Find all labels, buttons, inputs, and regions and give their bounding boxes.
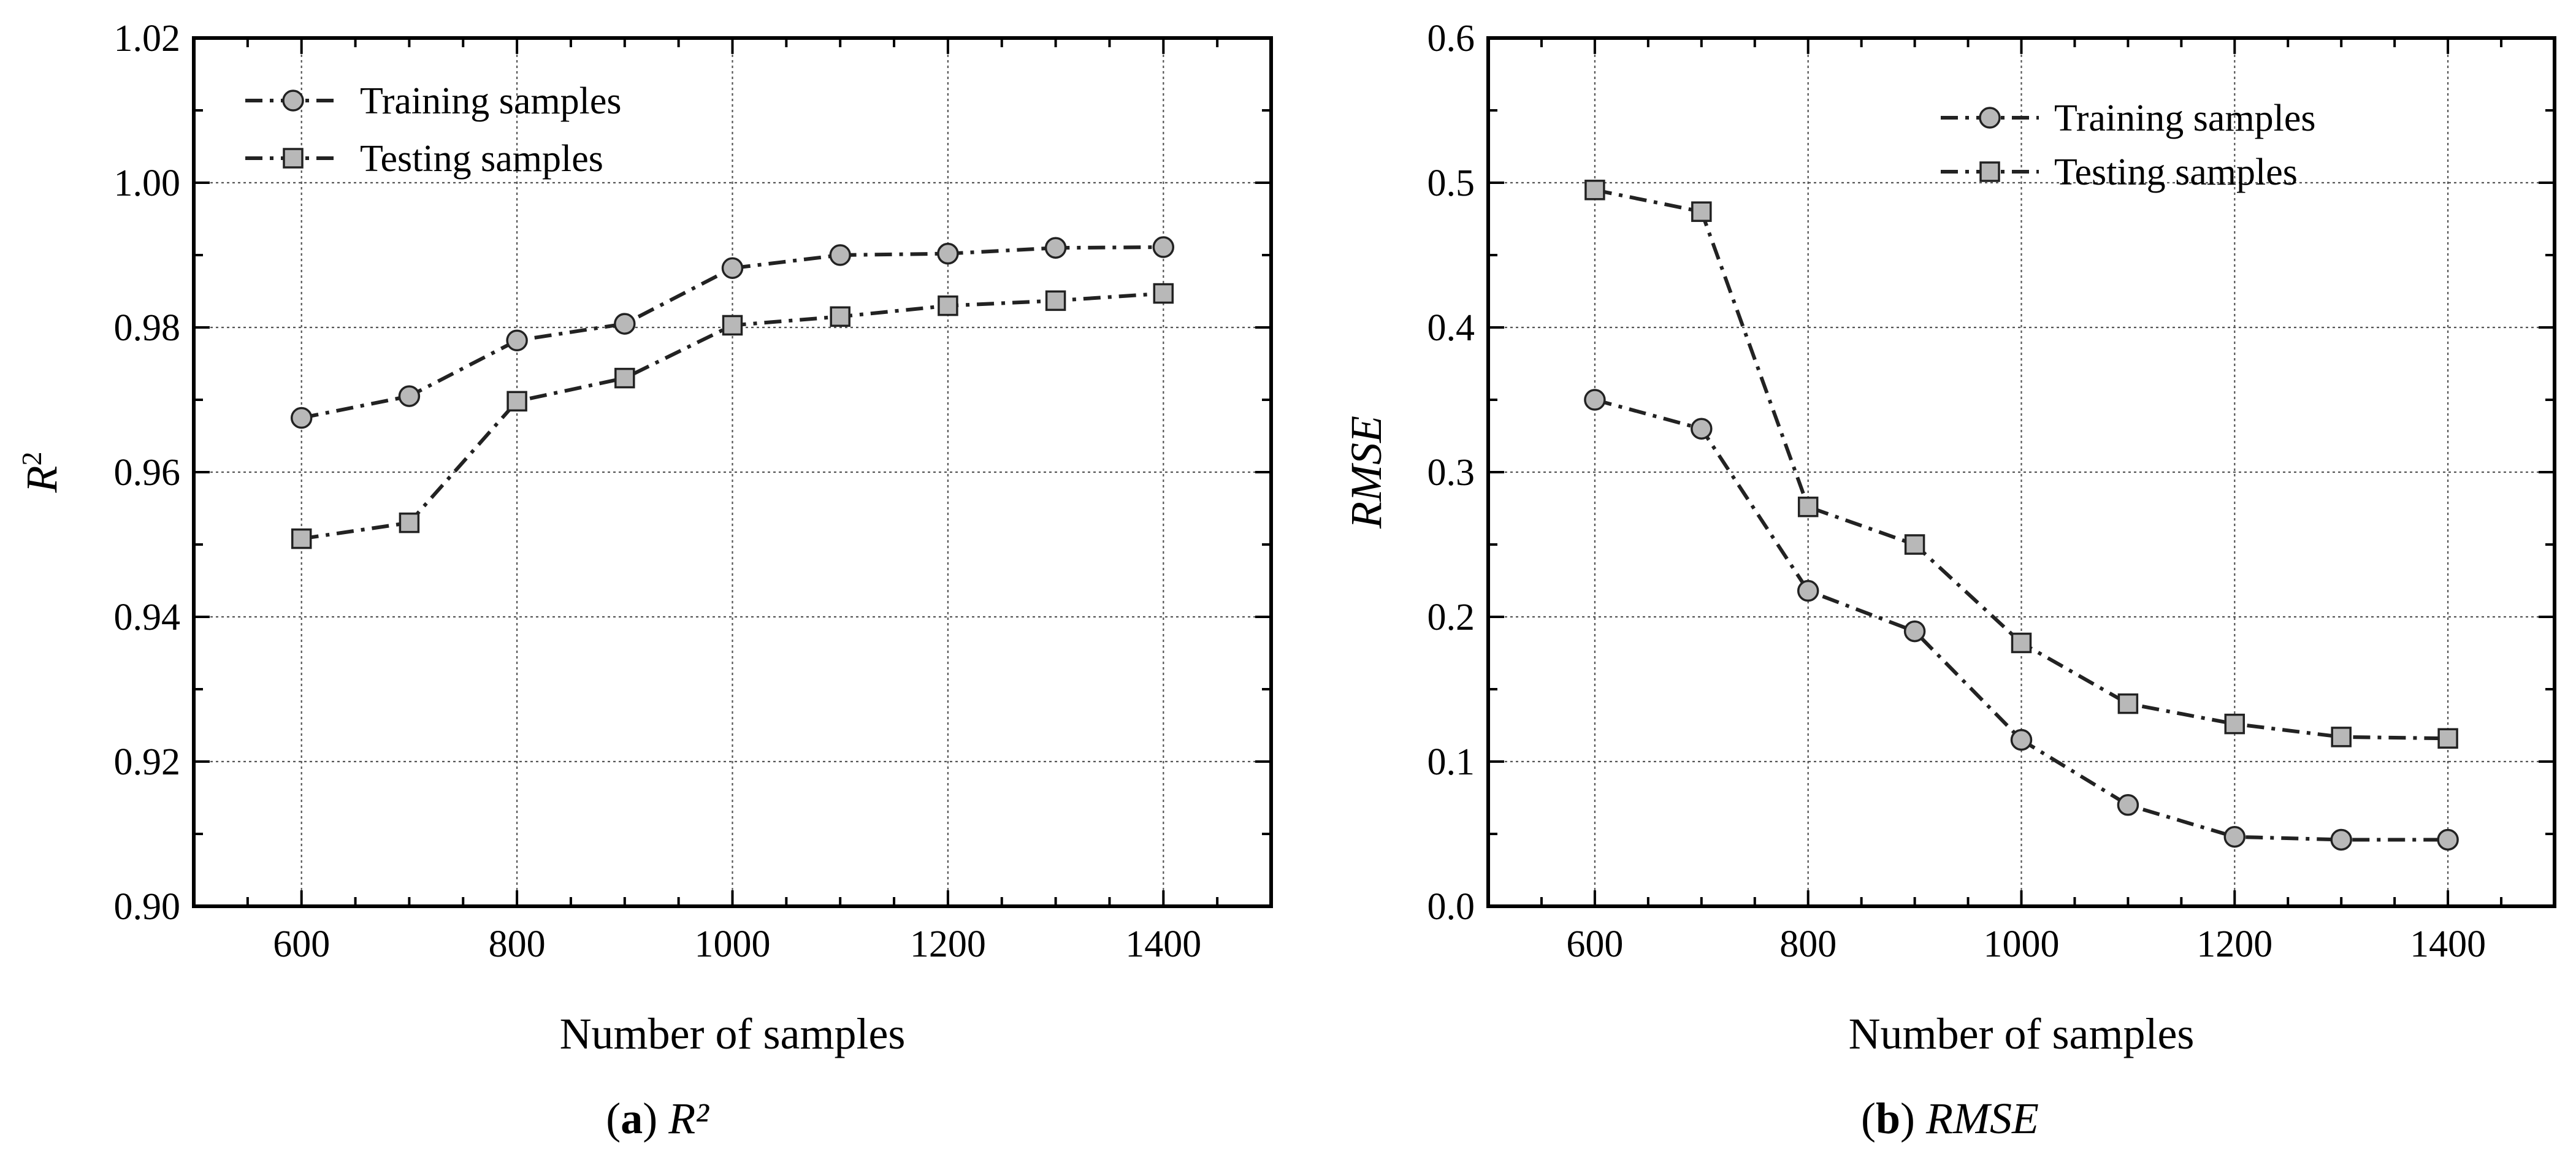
caption-text: R²: [668, 1094, 709, 1143]
data-point-testing: [2117, 693, 2139, 714]
chart-panel-b: 600 800 1000 1200 1400 0.0 0.1 0.2 0.3 0.4 0.5 0.6 N…: [1342, 18, 2556, 1143]
x-axis-title: Number of samples: [560, 1009, 906, 1058]
x-tick-label: 1400: [1125, 923, 1201, 965]
data-point-testing: [614, 367, 635, 389]
y-tick-label: 0.92: [114, 741, 181, 783]
y-tick-label: 0.94: [114, 597, 181, 638]
y-tick-label: 0.3: [1428, 452, 1475, 494]
y-tick-label: 1.00: [114, 162, 181, 204]
y-axis-title-superscript: 2: [16, 452, 47, 466]
y-tick-label: 0.96: [114, 452, 181, 494]
data-point-training: [2010, 728, 2033, 751]
x-tick-label: 600: [1566, 923, 1623, 965]
legend-label: Testing samples: [2054, 151, 2298, 193]
data-point-training: [2223, 825, 2246, 848]
data-point-testing: [938, 295, 958, 316]
x-tick-label: 1400: [2410, 923, 2486, 965]
series-line-training: [301, 245, 1164, 420]
y-tick-label: 0.6: [1428, 18, 1475, 59]
caption-letter: a: [621, 1094, 643, 1143]
data-point-testing: [2011, 632, 2032, 654]
data-point-training: [2330, 828, 2352, 851]
legend: Training samples Testing samples: [1941, 97, 2316, 193]
data-point-training: [2437, 828, 2459, 851]
data-point-testing: [1904, 534, 1925, 555]
y-tick-label: 1.02: [114, 18, 181, 59]
x-tick-label: 800: [1779, 923, 1836, 965]
legend-marker-circle: [1979, 107, 2001, 129]
y-tick-label: 0.90: [114, 886, 181, 928]
legend-label: Training samples: [360, 80, 622, 122]
data-point-testing: [1691, 201, 1712, 222]
x-tick-label: 1200: [910, 923, 986, 965]
data-point-training: [721, 257, 744, 279]
data-point-training: [937, 242, 959, 265]
caption-text: RMSE: [1925, 1094, 2039, 1143]
data-point-training: [1044, 237, 1067, 259]
y-tick-label: 0.4: [1428, 307, 1475, 349]
data-point-training: [614, 313, 636, 335]
y-axis-title: R2: [16, 452, 67, 494]
data-point-training: [2117, 794, 2139, 816]
data-point-testing: [2331, 727, 2352, 747]
data-point-testing: [722, 315, 743, 336]
x-tick-label: 1200: [2196, 923, 2272, 965]
caption-letter: b: [1876, 1094, 1900, 1143]
data-point-testing: [1584, 180, 1605, 201]
legend-marker-square: [283, 148, 304, 169]
x-tick-label: 1000: [695, 923, 771, 965]
panel-caption: (a) R²: [606, 1094, 709, 1143]
legend-label: Training samples: [2054, 97, 2316, 139]
legend: Training samples Testing samples: [245, 80, 622, 180]
data-point-training: [506, 329, 528, 351]
y-tick-label: 0.5: [1428, 162, 1475, 204]
data-point-testing: [1153, 283, 1174, 304]
legend-marker-square: [1979, 161, 2000, 182]
legend-label: Testing samples: [360, 138, 603, 180]
panel-caption: (b) RMSE: [1861, 1094, 2039, 1143]
x-tick-label: 600: [273, 923, 330, 965]
data-point-training: [1797, 579, 1819, 602]
data-point-testing: [1045, 290, 1066, 311]
y-tick-label: 0.2: [1428, 597, 1475, 638]
chart-panel-a: 600 800 1000 1200 1400 0.90 0.92 0.94 0.96 0.98 1.…: [16, 18, 1273, 1143]
y-axis-title: RMSE: [1342, 416, 1391, 529]
x-tick-label: 800: [489, 923, 546, 965]
x-axis-title: Number of samples: [1849, 1009, 2195, 1058]
data-point-training: [1903, 620, 1926, 643]
data-point-testing: [830, 306, 850, 327]
data-point-training: [1691, 418, 1713, 440]
y-tick-label: 0.98: [114, 307, 181, 349]
data-point-training: [829, 244, 851, 266]
data-point-testing: [2224, 713, 2245, 735]
y-tick-label: 0.0: [1428, 886, 1475, 928]
data-point-training: [1584, 389, 1606, 411]
data-point-testing: [399, 512, 420, 533]
data-point-training: [290, 407, 313, 429]
y-tick-label: 0.1: [1428, 741, 1475, 783]
data-point-testing: [1797, 496, 1819, 518]
data-point-training: [398, 385, 421, 407]
data-point-testing: [291, 528, 312, 549]
x-tick-label: 1000: [1984, 923, 2060, 965]
data-point-testing: [506, 391, 527, 412]
data-point-testing: [2437, 728, 2458, 749]
data-point-training: [1152, 236, 1175, 258]
legend-marker-circle: [282, 90, 304, 112]
